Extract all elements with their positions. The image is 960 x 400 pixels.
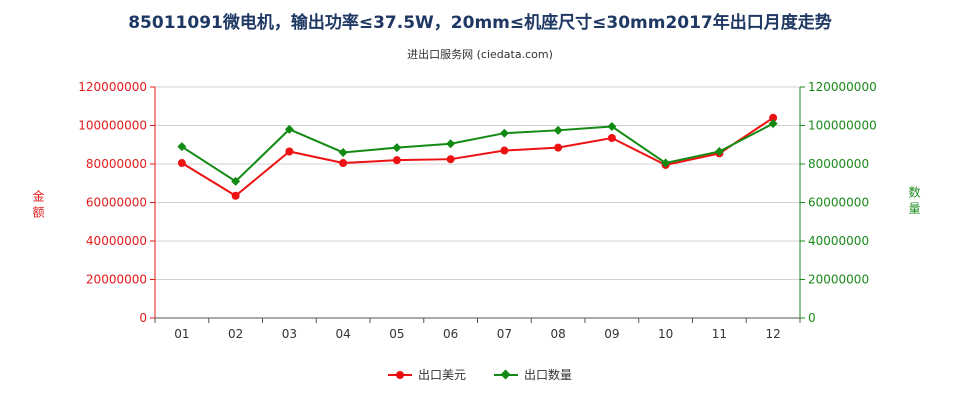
y-left-tick-label: 80000000 <box>86 157 147 171</box>
y-left-tick-label: 40000000 <box>86 234 147 248</box>
series-1-point <box>392 156 401 165</box>
series-1-point <box>446 155 455 164</box>
y-right-tick-label: 120000000 <box>808 80 877 94</box>
y-right-tick-label: 40000000 <box>808 234 869 248</box>
series-1-point <box>231 191 240 200</box>
y-right-tick-label: 0 <box>808 311 816 325</box>
y-left-tick-label: 0 <box>139 311 147 325</box>
y-left-tick-label: 60000000 <box>86 196 147 210</box>
series-1-point <box>607 134 616 143</box>
series-2-point <box>661 158 671 168</box>
legend-label-series-1: 出口美元 <box>417 368 466 382</box>
series-2-point <box>768 119 778 129</box>
series-2-point <box>177 142 187 152</box>
legend: 出口美元 出口数量 <box>0 366 960 383</box>
y-right-tick-label: 100000000 <box>808 119 877 133</box>
x-tick-label: 08 <box>550 327 565 341</box>
x-tick-label: 10 <box>658 327 673 341</box>
x-tick-label: 09 <box>604 327 619 341</box>
y-right-tick-label: 80000000 <box>808 157 869 171</box>
x-tick-label: 02 <box>228 327 243 341</box>
x-tick-label: 05 <box>389 327 404 341</box>
chart-subtitle: 进出口服务网 (ciedata.com) <box>407 48 553 61</box>
y-axis-left-title: 金额 <box>31 190 45 222</box>
series-2-point <box>284 124 294 134</box>
x-tick-label: 03 <box>282 327 297 341</box>
series-2-point <box>553 125 563 135</box>
y-left-tick-label: 20000000 <box>86 273 147 287</box>
series-2-point <box>231 176 241 186</box>
x-tick-label: 01 <box>174 327 189 341</box>
x-tick-label: 04 <box>335 327 350 341</box>
series-line-1 <box>181 116 774 197</box>
legend-swatch-series-1 <box>387 370 412 380</box>
y-right-tick-label: 60000000 <box>808 196 869 210</box>
series-2-point <box>499 128 509 138</box>
legend-item-series-2[interactable]: 出口数量 <box>494 366 572 383</box>
series-1-point <box>554 143 563 152</box>
y-right-tick-label: 20000000 <box>808 273 869 287</box>
series-2-point <box>392 143 402 153</box>
series-1-point <box>285 147 294 156</box>
series-2-point <box>714 146 724 156</box>
series-2-point <box>446 139 456 149</box>
y-left-tick-label: 120000000 <box>78 80 147 94</box>
series-line-2 <box>181 122 774 183</box>
chart-title: 85011091微电机，输出功率≤37.5W，20mm≤机座尺寸≤30mm201… <box>128 13 832 33</box>
legend-swatch-series-2 <box>494 369 518 380</box>
legend-item-series-1[interactable]: 出口美元 <box>387 366 466 383</box>
series-2-point <box>338 147 348 157</box>
x-tick-label: 12 <box>765 327 780 341</box>
y-axis-right-title: 数量 <box>907 186 921 218</box>
series-2-point <box>607 121 617 131</box>
series-1-point <box>769 113 778 122</box>
series-1-point <box>177 159 186 168</box>
series-1-point <box>339 159 348 168</box>
legend-label-series-2: 出口数量 <box>524 368 573 382</box>
series-1-point <box>500 146 509 155</box>
x-tick-label: 07 <box>497 327 512 341</box>
x-tick-label: 06 <box>443 327 458 341</box>
x-tick-label: 11 <box>712 327 727 341</box>
y-left-tick-label: 100000000 <box>78 119 147 133</box>
